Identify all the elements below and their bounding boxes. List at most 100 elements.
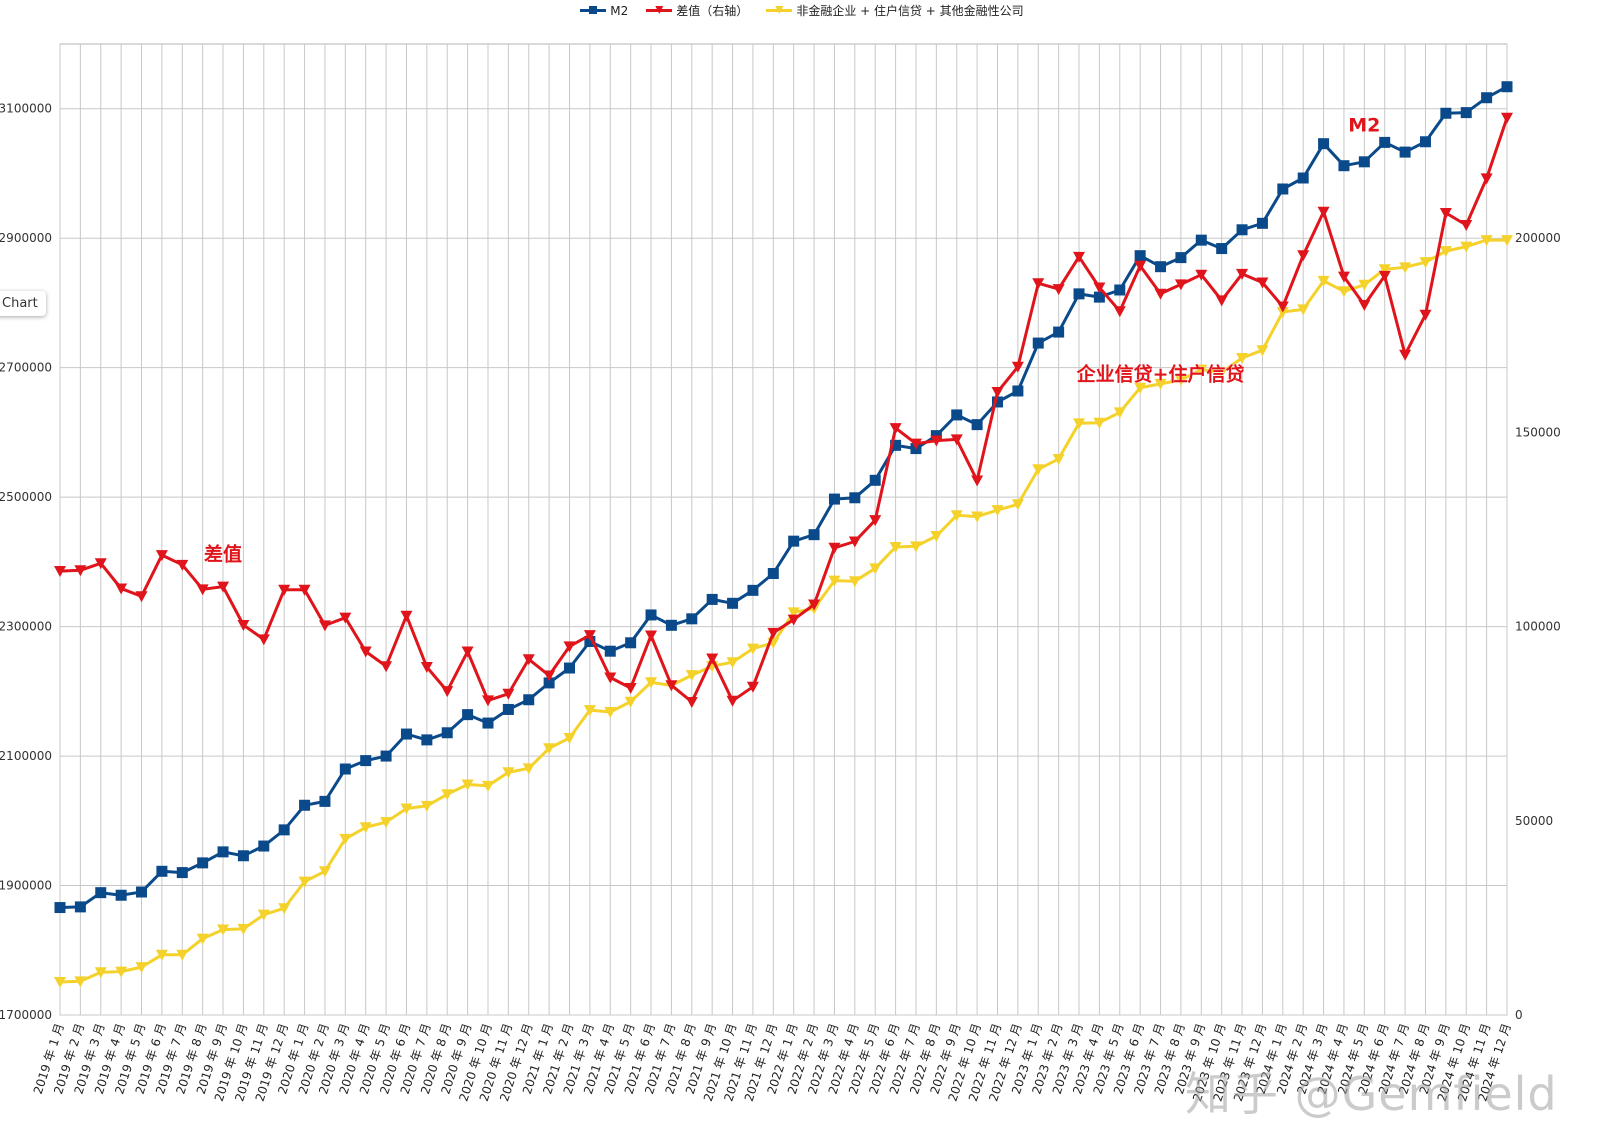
data-point-1 bbox=[624, 682, 637, 694]
data-point-1 bbox=[1174, 279, 1187, 291]
data-point-0 bbox=[564, 662, 576, 674]
data-point-1 bbox=[155, 550, 168, 562]
data-point-2 bbox=[869, 563, 882, 575]
data-point-2 bbox=[441, 789, 454, 801]
data-point-0 bbox=[1358, 156, 1370, 168]
data-point-2 bbox=[950, 510, 963, 522]
data-point-1 bbox=[94, 558, 107, 570]
legend-item-diff[interactable]: 差值（右轴） bbox=[646, 2, 748, 19]
data-point-0 bbox=[176, 867, 188, 879]
data-point-2 bbox=[1174, 374, 1187, 386]
data-point-2 bbox=[1460, 241, 1473, 253]
data-point-2 bbox=[848, 576, 861, 588]
data-point-0 bbox=[380, 750, 392, 762]
data-point-0 bbox=[1481, 92, 1493, 104]
data-point-2 bbox=[54, 976, 66, 988]
data-point-1 bbox=[1276, 301, 1289, 313]
data-point-1 bbox=[1358, 300, 1371, 312]
data-point-2 bbox=[359, 822, 372, 834]
data-point-0 bbox=[1134, 250, 1146, 262]
annotation-layer: 差值 企业信贷+住户信贷 M2 bbox=[204, 114, 1381, 566]
data-point-0 bbox=[625, 637, 637, 649]
data-point-2 bbox=[1378, 264, 1391, 276]
data-point-1 bbox=[828, 542, 841, 554]
data-point-2 bbox=[217, 924, 230, 936]
data-point-1 bbox=[318, 620, 331, 632]
data-point-1 bbox=[1073, 251, 1086, 263]
y-left-tick-label: 2900000 bbox=[0, 231, 52, 245]
data-point-2 bbox=[318, 866, 331, 878]
y-left-tick-label: 3100000 bbox=[0, 102, 52, 116]
data-point-0 bbox=[686, 613, 698, 625]
data-point-2 bbox=[971, 511, 984, 523]
data-point-0 bbox=[869, 474, 881, 486]
data-point-0 bbox=[1155, 261, 1167, 273]
data-point-2 bbox=[645, 677, 658, 689]
y-right-tick-label: 0 bbox=[1515, 1008, 1523, 1022]
data-point-0 bbox=[1440, 107, 1452, 119]
data-point-2 bbox=[624, 696, 637, 708]
data-point-2 bbox=[339, 833, 352, 845]
data-point-2 bbox=[461, 779, 474, 791]
data-point-2 bbox=[115, 966, 128, 978]
data-point-2 bbox=[237, 923, 250, 935]
data-point-2 bbox=[522, 763, 535, 775]
y-right-tick-label: 50000 bbox=[1515, 814, 1553, 828]
data-point-0 bbox=[1032, 337, 1044, 349]
data-point-2 bbox=[1134, 382, 1147, 394]
data-point-0 bbox=[1195, 234, 1207, 246]
chart-tooltip[interactable]: Chart bbox=[0, 291, 46, 316]
legend-label-m2: M2 bbox=[610, 3, 629, 18]
data-point-2 bbox=[1236, 352, 1249, 364]
legend-item-credit[interactable]: 非金融企业 + 住户信贷 + 其他金融性公司 bbox=[766, 2, 1024, 19]
data-point-1 bbox=[461, 646, 474, 658]
data-point-2 bbox=[1419, 257, 1432, 269]
data-point-2 bbox=[787, 607, 800, 619]
annotation-label-1: 企业信贷+住户信贷 bbox=[1076, 363, 1245, 386]
data-point-0 bbox=[1277, 183, 1289, 195]
data-point-1 bbox=[420, 661, 433, 673]
data-point-1 bbox=[380, 661, 393, 673]
data-point-1 bbox=[298, 584, 311, 596]
data-point-2 bbox=[563, 732, 576, 744]
data-point-0 bbox=[706, 593, 718, 605]
data-point-0 bbox=[788, 535, 800, 547]
data-point-1 bbox=[74, 565, 87, 577]
data-point-0 bbox=[971, 419, 983, 431]
data-point-0 bbox=[1073, 288, 1085, 300]
legend-swatch-m2 bbox=[580, 6, 607, 14]
data-point-0 bbox=[604, 645, 616, 657]
data-point-0 bbox=[482, 717, 494, 729]
data-point-1 bbox=[257, 634, 270, 646]
data-point-0 bbox=[258, 840, 270, 852]
data-point-2 bbox=[1317, 275, 1330, 287]
data-point-1 bbox=[746, 681, 759, 693]
data-point-0 bbox=[584, 635, 596, 647]
data-point-0 bbox=[74, 901, 86, 913]
data-point-1 bbox=[1317, 206, 1330, 218]
data-point-2 bbox=[1337, 286, 1350, 298]
data-point-2 bbox=[583, 705, 596, 717]
y-left-tick-label: 2500000 bbox=[0, 490, 52, 504]
data-point-0 bbox=[1501, 81, 1513, 93]
legend-item-m2[interactable]: M2 bbox=[580, 2, 628, 19]
data-point-2 bbox=[1154, 378, 1167, 390]
data-point-2 bbox=[991, 505, 1004, 517]
data-point-2 bbox=[828, 575, 841, 587]
data-point-0 bbox=[849, 492, 861, 504]
data-point-1 bbox=[950, 434, 963, 446]
data-point-2 bbox=[155, 949, 168, 961]
data-point-1 bbox=[400, 610, 413, 622]
data-point-0 bbox=[727, 597, 739, 609]
data-point-1 bbox=[685, 696, 698, 708]
data-point-0 bbox=[115, 889, 127, 901]
data-point-1 bbox=[563, 641, 576, 653]
data-point-2 bbox=[481, 780, 494, 792]
grid-layer bbox=[59, 43, 1508, 1016]
data-point-0 bbox=[1318, 138, 1330, 150]
data-point-1 bbox=[991, 387, 1004, 399]
y-left-tick-label: 1900000 bbox=[0, 879, 52, 893]
data-point-1 bbox=[909, 438, 922, 450]
y-left-tick-label: 2700000 bbox=[0, 361, 52, 375]
data-point-2 bbox=[1480, 235, 1493, 247]
